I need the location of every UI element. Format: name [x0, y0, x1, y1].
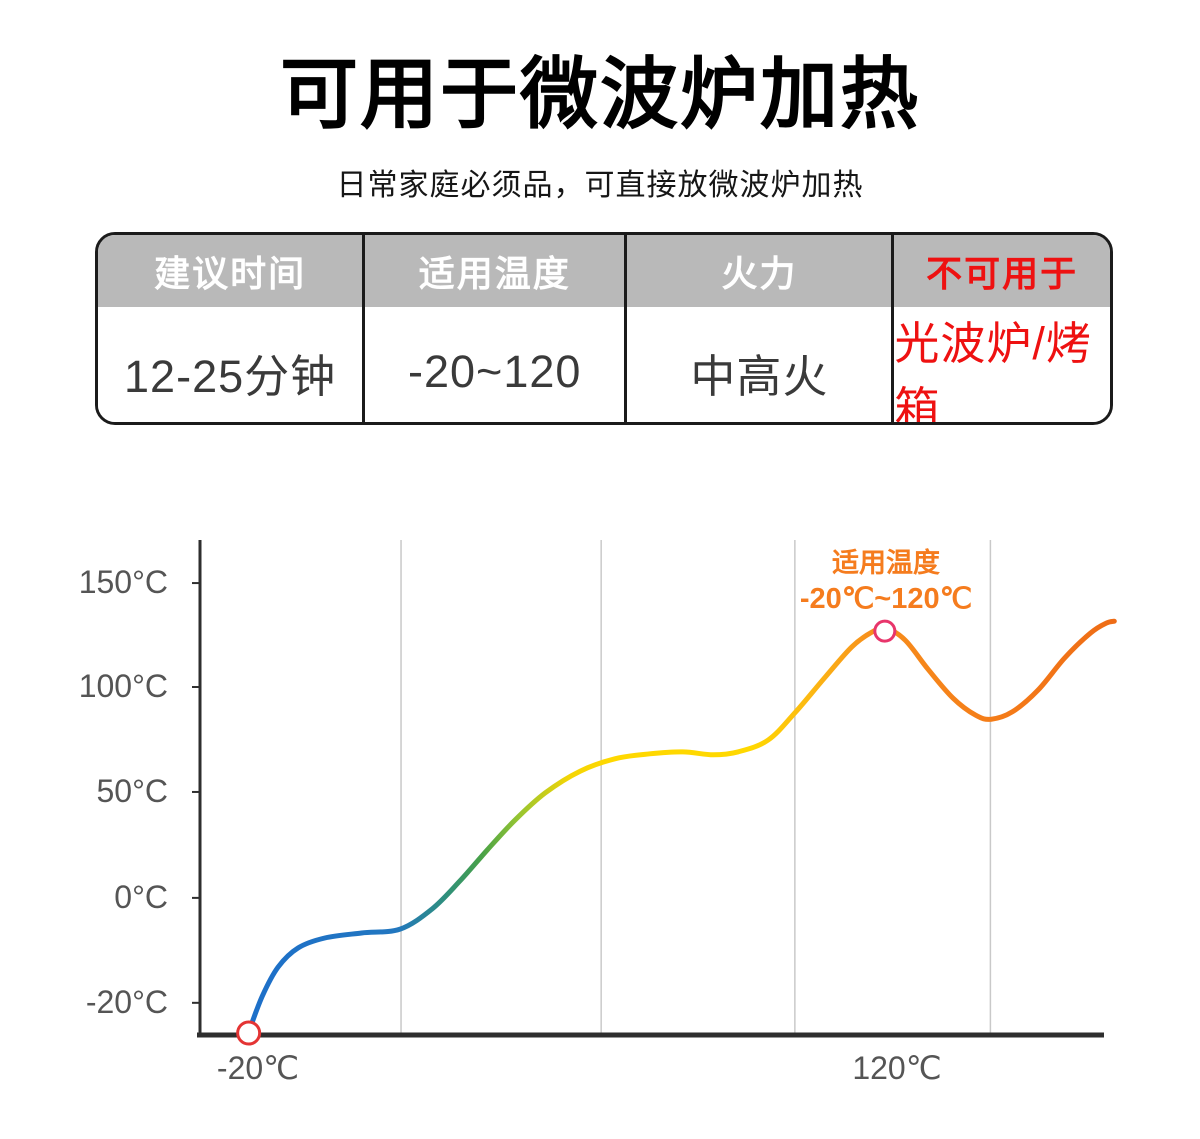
- chart-canvas: [192, 540, 1117, 1046]
- y-tick-50: 50°C: [97, 773, 169, 809]
- spec-table: 建议时间 适用温度 火力 不可用于 12-25分钟 -20~120 中高火 光波…: [95, 232, 1113, 425]
- temperature-chart: 150°C 100°C 50°C 0°C -20°C -20℃ 120℃ 适用温…: [79, 540, 1117, 1086]
- y-tick-150: 150°C: [79, 564, 168, 600]
- page-title: 可用于微波炉加热: [279, 50, 920, 138]
- page-subtitle: 日常家庭必须品，可直接放微波炉加热: [336, 169, 864, 202]
- y-tick-100: 100°C: [79, 668, 168, 704]
- annotation-range: -20℃~120℃: [800, 583, 972, 615]
- table-value-time: 12-25分钟: [98, 307, 366, 422]
- x-tick-120: 120℃: [852, 1050, 941, 1086]
- table-value-temperature: -20~120: [365, 307, 628, 422]
- table-header-power: 火力: [627, 235, 895, 307]
- table-header-temperature: 适用温度: [365, 235, 628, 307]
- table-header-time: 建议时间: [98, 235, 366, 307]
- table-value-not-for: 光波炉/烤箱: [894, 307, 1110, 422]
- table-value-power: 中高火: [627, 307, 895, 422]
- table-header-not-for: 不可用于: [894, 235, 1110, 307]
- y-tick-neg20: -20°C: [86, 984, 168, 1020]
- temperature-curve: [246, 618, 1117, 1035]
- peak-point-marker: [873, 619, 897, 643]
- x-tick-neg20: -20℃: [217, 1050, 299, 1086]
- annotation-title: 适用温度: [832, 547, 940, 578]
- start-point-marker: [236, 1020, 262, 1046]
- y-tick-0: 0°C: [114, 879, 168, 915]
